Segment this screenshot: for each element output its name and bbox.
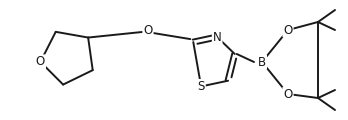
Text: N: N xyxy=(213,30,222,44)
Text: O: O xyxy=(283,87,293,101)
Text: O: O xyxy=(283,24,293,36)
Text: S: S xyxy=(197,80,205,93)
Text: O: O xyxy=(143,24,153,36)
Text: O: O xyxy=(36,55,45,68)
Text: B: B xyxy=(258,55,266,69)
